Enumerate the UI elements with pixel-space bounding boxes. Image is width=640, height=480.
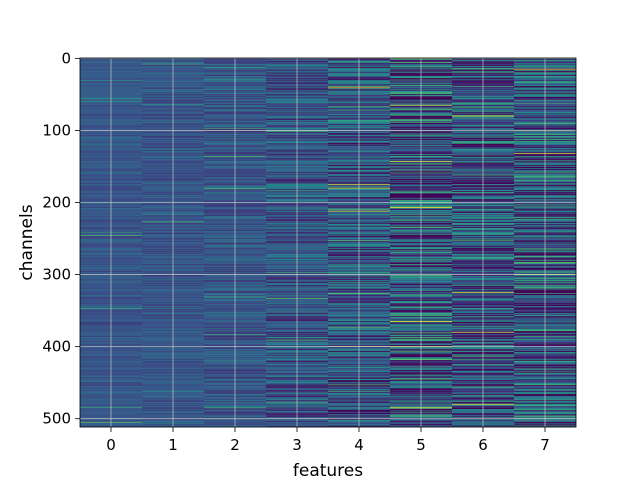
y-tick-label: 200 [42,194,71,212]
x-tick-label: 1 [168,436,178,454]
y-tick-label: 400 [42,338,71,356]
x-axis-label: features [293,461,363,480]
y-tick-label: 0 [61,49,71,67]
x-tick-label: 5 [416,436,426,454]
y-tick-label: 100 [42,121,71,139]
plot-area [80,58,576,428]
x-tick-label: 4 [354,436,364,454]
x-axis-ticks: 0 1 2 3 4 5 6 7 [106,427,550,454]
x-tick-label: 7 [540,436,550,454]
x-tick-label: 0 [106,436,116,454]
y-tick-label: 300 [42,266,71,284]
y-axis-ticks: 0 100 200 300 400 500 [42,49,80,428]
y-axis-label: channels [17,204,37,280]
x-tick-label: 2 [230,436,240,454]
x-tick-label: 3 [292,436,302,454]
plot-frame [79,57,577,428]
grid-lines [80,57,576,427]
y-tick-label: 500 [42,410,71,428]
x-tick-label: 6 [478,436,488,454]
